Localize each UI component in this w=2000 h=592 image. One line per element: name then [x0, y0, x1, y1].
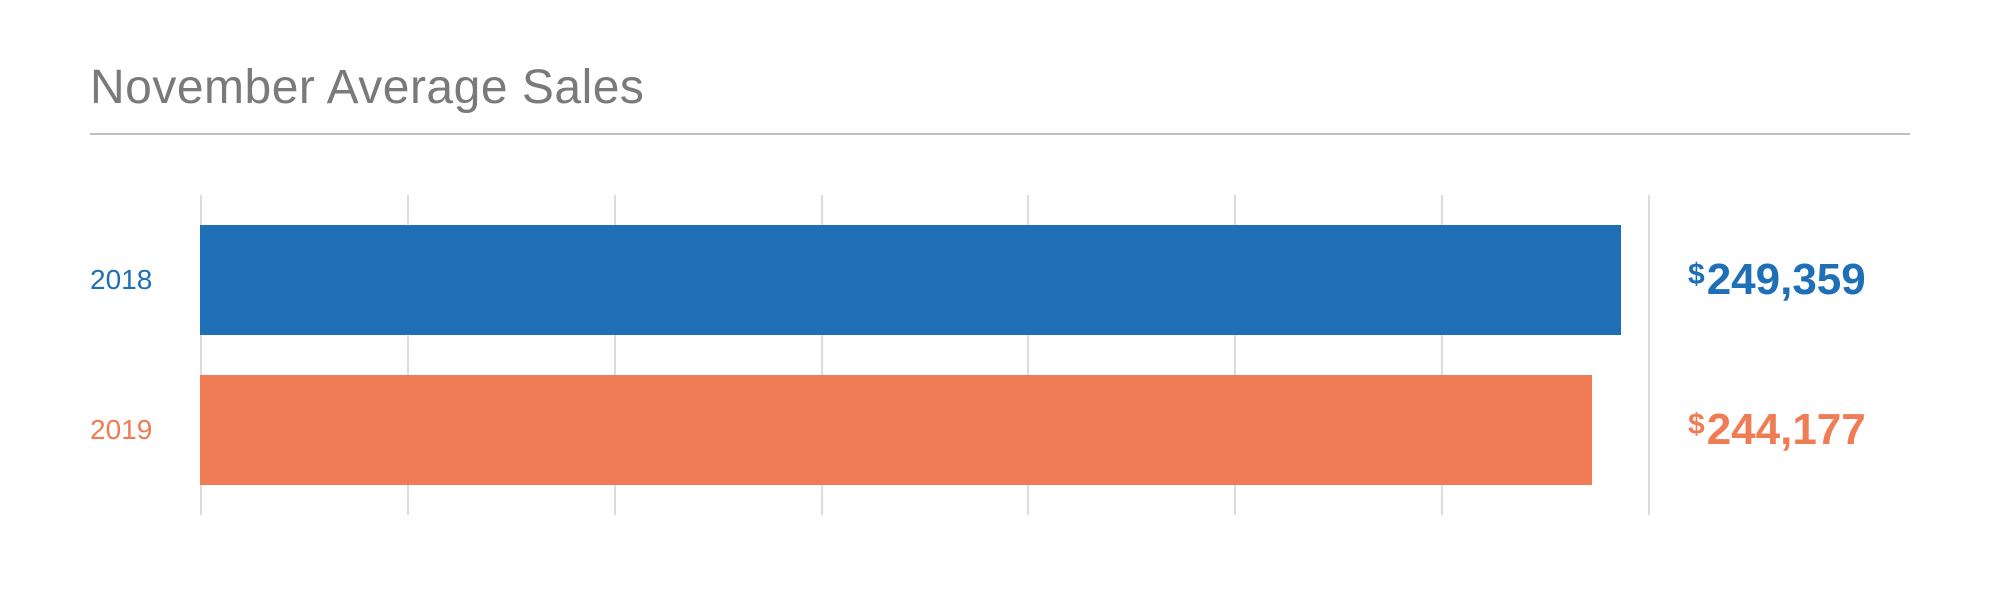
y-axis-label-0: 2018 [90, 264, 200, 296]
chart-container: November Average Sales 2018 2019 $249,35… [0, 0, 2000, 515]
bar-0 [200, 225, 1621, 335]
plot-area [200, 195, 1650, 515]
bar-1 [200, 375, 1592, 485]
currency-symbol-1: $ [1688, 408, 1705, 441]
currency-symbol-0: $ [1688, 258, 1705, 291]
value-label-1: $244,177 [1688, 408, 1910, 452]
value-number-1: 244,177 [1707, 405, 1866, 454]
bars [200, 195, 1650, 515]
y-axis-label-1: 2019 [90, 414, 200, 446]
value-labels: $249,359 $244,177 [1650, 195, 1910, 515]
value-label-0: $249,359 [1688, 258, 1910, 302]
chart-title: November Average Sales [90, 60, 1910, 135]
chart-body: 2018 2019 $249,359 $244,177 [90, 195, 1910, 515]
value-number-0: 249,359 [1707, 255, 1866, 304]
y-axis-labels: 2018 2019 [90, 195, 200, 515]
